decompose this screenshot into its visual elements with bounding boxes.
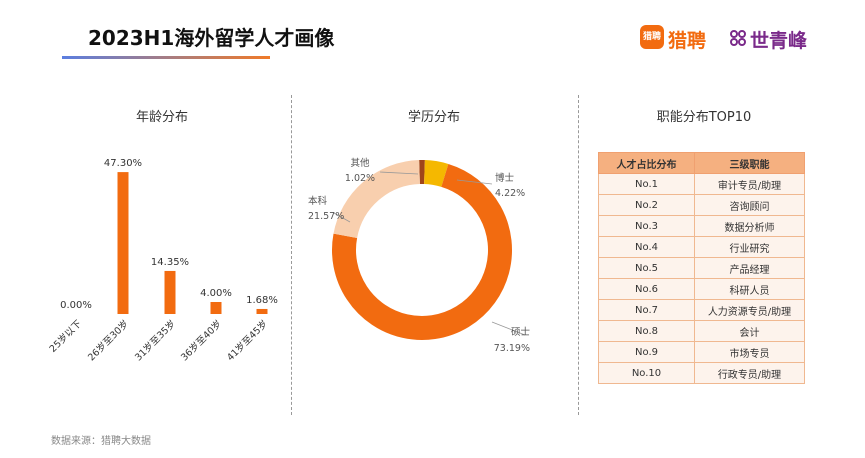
bar: [117, 172, 129, 314]
slice-value-label: 73.19%: [494, 343, 530, 354]
liepin-logo-icon: 猎聘: [640, 25, 664, 49]
table-cell-rank: No.5: [598, 257, 695, 279]
bar-value-label: 14.35%: [151, 257, 189, 268]
table-cell-function: 市场专员: [694, 341, 805, 363]
table-row: No.9 市场专员: [598, 341, 805, 363]
data-source-note: 数据来源：猎聘大数据: [51, 436, 151, 447]
table-row: No.10 行政专员/助理: [598, 362, 805, 384]
bar-value-label: 4.00%: [200, 288, 232, 299]
bar: [210, 302, 222, 314]
donut-slice: [332, 163, 512, 340]
table-row: No.7 人力资源专员/助理: [598, 299, 805, 321]
x-tick-label: 41岁至45岁: [224, 318, 270, 364]
table-cell-function: 咨询顾问: [694, 194, 805, 216]
table-cell-function: 人力资源专员/助理: [694, 299, 805, 321]
x-tick-label: 26岁至30岁: [85, 318, 131, 364]
table-cell-rank: No.2: [598, 194, 695, 216]
table-cell-function: 会计: [694, 320, 805, 342]
table-header-rank: 人才占比分布: [598, 152, 695, 174]
slice-name-label: 博士: [495, 172, 515, 184]
panel-divider-left: [291, 95, 292, 415]
table-row: No.2 咨询顾问: [598, 194, 805, 216]
table-row: No.1 审计专员/助理: [598, 173, 805, 195]
table-cell-rank: No.4: [598, 236, 695, 258]
slice-value-label: 4.22%: [495, 188, 525, 199]
slice-name-label: 本科: [308, 195, 328, 207]
func-table-title: 职能分布TOP10: [656, 110, 752, 125]
title-underline: [62, 56, 270, 59]
slice-leader-line: [333, 212, 351, 223]
page-title: 2023H1海外留学人才画像: [88, 26, 335, 50]
slice-leader-line: [379, 171, 419, 175]
edu-chart-title: 学历分布: [407, 110, 460, 125]
table-cell-function: 产品经理: [694, 257, 805, 279]
table-cell-rank: No.6: [598, 278, 695, 300]
x-tick-label: 31岁至35岁: [132, 318, 178, 364]
table-cell-rank: No.7: [598, 299, 695, 321]
table-cell-rank: No.10: [598, 362, 695, 384]
slice-value-label: 21.57%: [308, 211, 344, 222]
slice-leader-line: [491, 321, 526, 336]
bar-value-label: 1.68%: [246, 295, 278, 306]
table-cell-function: 行政专员/助理: [694, 362, 805, 384]
slice-name-label: 硕士: [511, 326, 531, 338]
table-row: No.5 产品经理: [598, 257, 805, 279]
x-tick-label: 36岁至40岁: [178, 318, 224, 364]
age-chart-title: 年龄分布: [135, 110, 188, 125]
bar-value-label: 47.30%: [104, 158, 142, 169]
table-cell-rank: No.1: [598, 173, 695, 195]
table-cell-rank: No.8: [598, 320, 695, 342]
function-table: 人才占比分布 三级职能 No.1 审计专员/助理 No.2 咨询顾问 No.3 数据分析师…: [598, 152, 805, 384]
slice-value-label: 1.02%: [345, 173, 375, 184]
liepin-brand-name: 猎聘: [668, 30, 707, 52]
bar: [256, 308, 268, 314]
table-cell-rank: No.3: [598, 215, 695, 237]
age-bar-chart: 0.00% 25岁以下 47.30% 26岁至30岁 14.35% 31岁至35岁 4.00…: [47, 158, 278, 364]
x-tick-label: 25岁以下: [47, 318, 84, 355]
table-cell-function: 科研人员: [694, 278, 805, 300]
sqf-brand-name: 世青峰: [750, 30, 808, 52]
table-cell-function: 行业研究: [694, 236, 805, 258]
panel-divider-right: [578, 95, 579, 415]
slice-name-label: 其他: [350, 157, 370, 169]
table-cell-function: 审计专员/助理: [694, 173, 805, 195]
sqf-logo-icon: [730, 30, 746, 46]
table-row: No.8 会计: [598, 320, 805, 342]
table-cell-function: 数据分析师: [694, 215, 805, 237]
table-row: No.3 数据分析师: [598, 215, 805, 237]
slice-leader-line: [456, 179, 493, 185]
table-row: No.4 行业研究: [598, 236, 805, 258]
table-row: No.6 科研人员: [598, 278, 805, 300]
bar-value-label: 0.00%: [60, 300, 92, 311]
table-cell-rank: No.9: [598, 341, 695, 363]
donut-slice: [423, 160, 449, 187]
table-header-function: 三级职能: [694, 152, 805, 174]
bar: [164, 270, 176, 314]
edu-donut-chart: 其他 1.02% 博士 4.22% 硕士 73.19% 本科 21.57%: [308, 157, 531, 354]
